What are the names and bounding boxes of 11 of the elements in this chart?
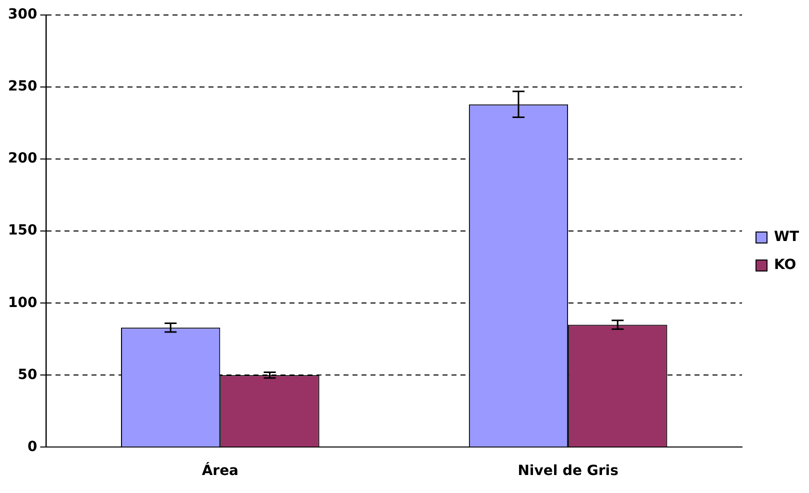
x-tick-label: Nivel de Gris [518,463,618,480]
y-tick-label: 200 [8,150,38,167]
y-tick-label: 250 [8,78,38,95]
legend-label: KO [774,257,796,274]
legend-label: WT [774,229,800,246]
y-tick-label: 0 [27,438,38,455]
x-tick-label: Área [202,462,239,480]
y-tick-label: 150 [8,222,38,239]
y-tick-label: 100 [8,294,38,311]
y-tick-label: 50 [18,366,38,383]
y-tick-label: 300 [8,6,38,23]
